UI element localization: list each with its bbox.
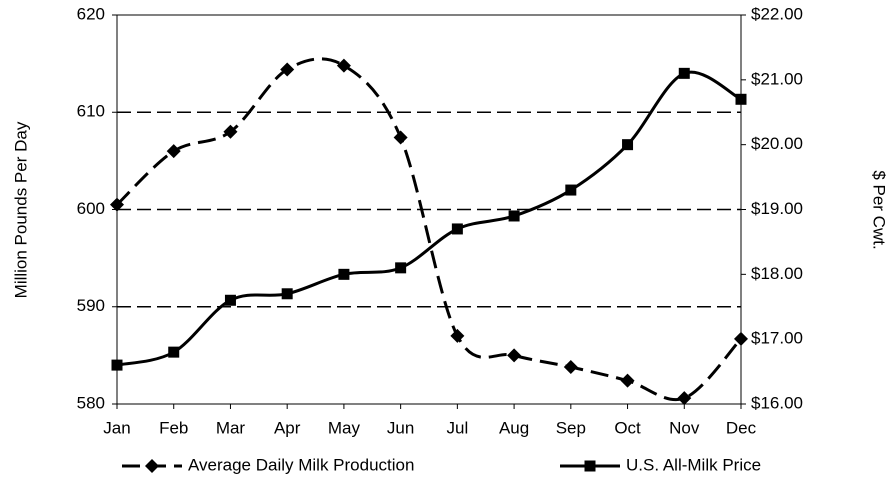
y-axis-label: Million Pounds Per Day bbox=[11, 121, 30, 298]
marker bbox=[111, 359, 123, 371]
marker bbox=[281, 288, 293, 300]
y-tick-label: 620 bbox=[77, 4, 105, 23]
marker bbox=[451, 223, 463, 235]
x-tick-label: Jan bbox=[103, 418, 130, 437]
legend-marker bbox=[145, 459, 159, 473]
x-tick-label: Mar bbox=[216, 418, 246, 437]
series-line bbox=[115, 57, 743, 402]
marker bbox=[620, 373, 635, 388]
y-tick-label: 580 bbox=[77, 393, 105, 412]
marker bbox=[393, 130, 408, 145]
legend-label: Average Daily Milk Production bbox=[188, 455, 414, 474]
y2-tick-label: $20.00 bbox=[751, 134, 803, 153]
marker bbox=[223, 124, 238, 139]
y2-tick-label: $16.00 bbox=[751, 393, 803, 412]
marker bbox=[677, 391, 692, 406]
x-tick-label: Aug bbox=[499, 418, 529, 437]
x-tick-label: Apr bbox=[274, 418, 301, 437]
x-tick-label: Jul bbox=[446, 418, 468, 437]
y2-tick-label: $21.00 bbox=[751, 69, 803, 88]
y2-axis-label: $ Per Cwt. bbox=[870, 170, 889, 249]
x-tick-label: Oct bbox=[614, 418, 641, 437]
y-tick-label: 600 bbox=[77, 199, 105, 218]
marker bbox=[734, 331, 748, 346]
series-line bbox=[116, 70, 742, 367]
y2-tick-label: $19.00 bbox=[751, 199, 803, 218]
marker bbox=[336, 58, 351, 73]
marker bbox=[166, 144, 181, 159]
marker bbox=[565, 184, 577, 196]
x-tick-label: Sep bbox=[556, 418, 586, 437]
marker bbox=[563, 360, 578, 375]
legend-marker bbox=[584, 460, 596, 472]
marker bbox=[678, 67, 690, 79]
y-tick-label: 610 bbox=[77, 102, 105, 121]
legend-label: U.S. All-Milk Price bbox=[626, 455, 761, 474]
marker bbox=[508, 210, 520, 222]
marker bbox=[338, 268, 350, 280]
y2-tick-label: $22.00 bbox=[751, 4, 803, 23]
marker bbox=[507, 348, 522, 363]
x-tick-label: Jun bbox=[387, 418, 414, 437]
marker bbox=[168, 346, 180, 358]
marker bbox=[224, 294, 236, 306]
x-tick-label: May bbox=[328, 418, 361, 437]
marker bbox=[735, 93, 747, 105]
x-tick-label: Feb bbox=[159, 418, 188, 437]
y-tick-label: 590 bbox=[77, 296, 105, 315]
marker bbox=[110, 197, 124, 212]
x-tick-label: Nov bbox=[669, 418, 700, 437]
y2-tick-label: $18.00 bbox=[751, 264, 803, 283]
y2-tick-label: $17.00 bbox=[751, 329, 803, 348]
marker bbox=[395, 262, 407, 274]
marker bbox=[622, 139, 634, 151]
x-tick-label: Dec bbox=[726, 418, 757, 437]
marker bbox=[280, 62, 295, 77]
marker bbox=[450, 328, 465, 343]
